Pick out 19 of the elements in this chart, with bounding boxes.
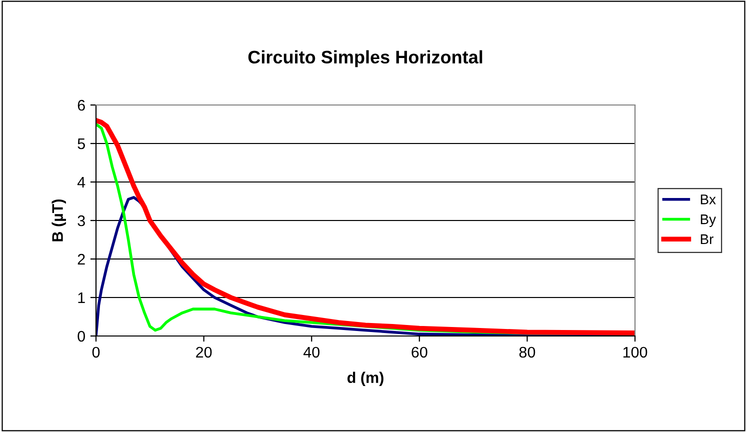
y-tick-label: 3	[78, 215, 85, 226]
y-axis-title: B (µT)	[52, 199, 66, 242]
x-tick-label: 0	[92, 346, 100, 358]
x-tick-label: 100	[623, 346, 648, 358]
chart-title: Circuito Simples Horizontal	[248, 50, 482, 68]
y-tick-label: 0	[78, 330, 85, 342]
x-tick-label: 40	[303, 346, 320, 358]
y-tick-label: 6	[78, 100, 85, 111]
legend-label: Br	[700, 234, 714, 244]
y-tick-label: 4	[77, 177, 86, 188]
y-tick-label: 1	[78, 292, 85, 304]
x-tick-label: 20	[196, 346, 212, 358]
legend-label: Bx	[700, 194, 716, 204]
x-axis-title: d (m)	[347, 372, 384, 386]
y-tick-label: 2	[78, 254, 85, 265]
x-tick-label: 80	[519, 346, 536, 358]
legend-label: By	[700, 214, 716, 227]
x-tick-label: 60	[412, 346, 428, 358]
y-tick-label: 5	[78, 138, 85, 150]
